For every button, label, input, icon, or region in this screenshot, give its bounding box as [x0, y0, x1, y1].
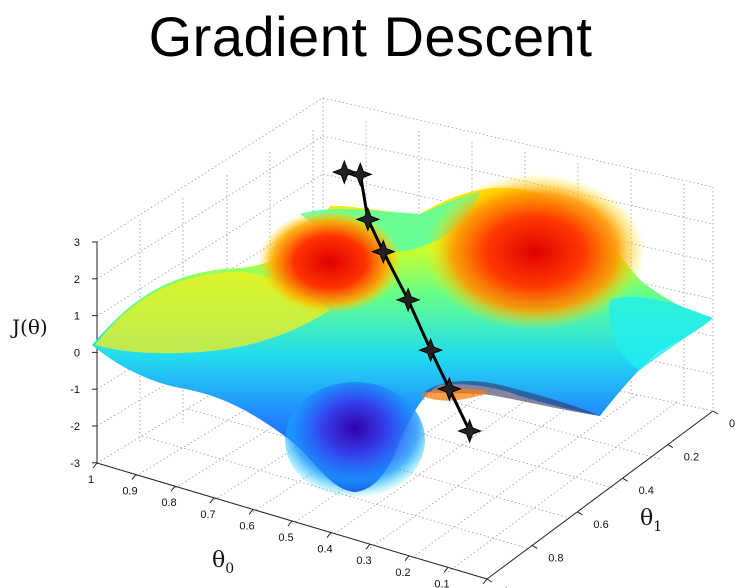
y-tick-label: 0.4	[639, 485, 654, 497]
x-tick-label: 1	[88, 474, 94, 486]
x-axis-label-sub: 0	[225, 561, 234, 577]
y-tick-mark	[577, 511, 583, 516]
y-axis-label-main: θ	[640, 506, 653, 531]
x-tick-label: 0.3	[356, 555, 371, 567]
x-tick-label: 0.6	[239, 520, 254, 532]
x-tick-mark	[365, 543, 371, 550]
x-tick-mark	[131, 474, 137, 480]
y-tick-mark	[486, 578, 493, 583]
x-axis-ticks: 1 0.9 0.8 0.7 0.6 0.5 0.4 0.3 0.2 0.1 0	[88, 462, 488, 588]
descent-path-group	[331, 159, 483, 444]
y-axis-label-sub: 1	[653, 519, 662, 535]
y-tick-label: 0.6	[593, 519, 608, 531]
x-tick-mark	[482, 578, 488, 585]
descent-step-marker	[331, 159, 357, 185]
x-tick-label: 0.7	[200, 509, 215, 521]
x-tick-mark	[443, 567, 449, 573]
y-tick-mark	[622, 477, 628, 482]
descent-step-marker	[347, 161, 373, 187]
y-tick-mark	[667, 444, 674, 449]
descent-step-marker	[436, 376, 462, 402]
x-tick-label: 0.1	[434, 578, 449, 588]
x-tick-mark	[326, 532, 332, 538]
y-tick-label: 0.8	[548, 552, 563, 564]
x-tick-mark	[404, 555, 410, 562]
x-axis-label: θ0	[212, 548, 234, 577]
z-tick-label: 0	[74, 347, 80, 359]
z-tick-label: 1	[74, 311, 80, 323]
descent-step-marker	[457, 418, 483, 444]
descent-step-marker	[395, 287, 421, 313]
z-tick-label: -1	[70, 384, 80, 396]
x-tick-label: 0.4	[317, 544, 332, 556]
descent-step-marker	[355, 206, 381, 232]
z-tick-label: -3	[70, 458, 80, 470]
x-tick-label: 0.8	[161, 497, 176, 509]
y-axis-ticks: 0 0.2 0.4 0.6 0.8 1	[486, 410, 735, 588]
x-tick-mark	[287, 520, 293, 527]
x-tick-mark	[170, 485, 176, 492]
y-tick-mark	[531, 544, 538, 549]
chart-title: Gradient Descent	[148, 5, 593, 68]
x-tick-label: 0.2	[395, 567, 410, 579]
descent-step-marker	[370, 239, 396, 265]
y-tick-label: 0.2	[684, 452, 699, 464]
y-tick-label: 1	[503, 586, 509, 588]
z-axis-label: J(θ)	[10, 315, 48, 339]
x-axis-label-main: θ	[212, 548, 225, 573]
x-tick-mark	[92, 462, 98, 469]
y-axis-label: θ1	[640, 506, 662, 535]
z-tick-label: 2	[74, 274, 80, 286]
z-tick-label: 3	[74, 237, 80, 249]
x-tick-label: 0.9	[122, 486, 137, 498]
y-tick-mark	[712, 410, 719, 415]
z-axis-ticks: 3 2 1 0 -1 -2 -3	[70, 237, 97, 470]
descent-step-marker	[418, 337, 444, 363]
x-tick-mark	[209, 497, 215, 504]
x-tick-label: 0.5	[278, 532, 293, 544]
y-tick-label: 0	[729, 418, 735, 430]
x-tick-mark	[248, 509, 254, 515]
z-tick-label: -2	[70, 421, 80, 433]
cost-surface	[92, 174, 713, 498]
